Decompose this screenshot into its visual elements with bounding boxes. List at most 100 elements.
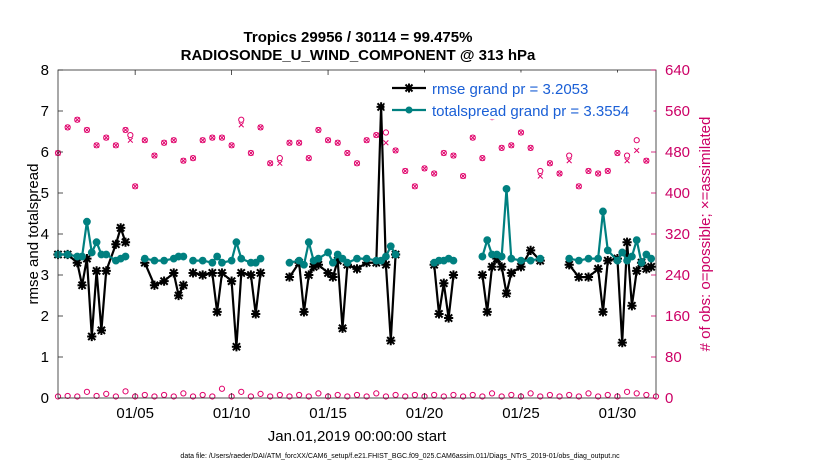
obs-possible-point [488,390,496,397]
obs-possible-point [296,391,303,399]
rmse-point [448,270,459,280]
chart-title-line2: RADIOSONDE_U_WIND_COMPONENT @ 313 hPa [181,47,536,64]
obs-possible-point [64,124,71,131]
rmse-point [72,258,82,268]
rmse-point [603,256,613,266]
rmse-point [323,268,333,278]
obs-possible-point [344,393,351,400]
rmse-point [583,272,594,282]
obs-assimilated-point [518,129,524,136]
y-right-tick-label: 0 [665,390,673,407]
y-left-tick-label: 0 [41,390,49,407]
obs-assimilated-point [469,134,476,141]
rmse-point [632,266,642,276]
obs-possible-point [286,139,293,146]
totalspread-point [198,256,207,265]
obs-assimilated-point [344,150,351,156]
obs-possible-point [305,393,312,400]
obs-possible-point [392,147,399,154]
series-obs_assimilated [55,114,650,190]
totalspread-point [78,252,87,261]
obs-assimilated-point [113,142,119,149]
obs-assimilated-point [633,147,640,154]
obs-possible-point [103,390,110,397]
obs-possible-point [93,392,100,400]
rmse-point [641,264,651,274]
rmse-point [212,307,222,317]
rmse-point [598,307,608,317]
rmse-point [492,254,502,264]
y-right-tick-label: 240 [665,267,690,284]
totalspread-point [300,260,308,269]
totalspread-point [83,217,91,226]
totalspread-point [218,258,226,267]
obs-assimilated-point [643,157,650,164]
obs-assimilated-point [479,155,486,161]
obs-possible-point [209,134,216,141]
totalspread-point [208,258,217,267]
obs-possible-point [334,139,341,146]
totalspread-point [584,254,593,263]
rmse-point [506,268,516,278]
rmse-point [120,237,131,247]
obs-assimilated-point [421,165,428,172]
rmse-point [313,260,324,270]
y-right-tick-label: 160 [665,308,690,325]
y-axis-right-label: # of obs: o=possible; ×=assimilated [697,117,714,352]
rmse-point [516,262,526,272]
totalspread-point [565,254,574,263]
obs-assimilated-point [547,160,553,167]
totalspread-point [502,185,511,193]
totalspread-point [391,250,400,259]
obs-assimilated-point [132,183,138,190]
x-tick-label: 01/10 [213,405,251,422]
obs-possible-point [411,183,418,190]
obs-assimilated-point [190,155,196,161]
totalspread-point [324,248,332,257]
obs-possible-point [209,393,216,400]
y-left-tick-label: 8 [41,62,49,79]
y-left-tick-label: 6 [41,144,49,161]
rmse-point [169,268,179,278]
obs-possible-point [112,393,119,400]
obs-assimilated-point [296,140,302,146]
obs-possible-point [373,390,380,397]
obs-possible-point [450,391,457,399]
totalspread-point [642,250,651,259]
obs-assimilated-point [441,150,447,156]
rmse-point [646,262,656,272]
rmse-point [299,307,309,317]
obs-possible-point [595,393,602,400]
obs-possible-point [189,393,197,400]
rmse-point [526,245,536,255]
series-totalspread [54,185,656,269]
obs-possible-point [614,149,621,157]
y-left-tick-label: 2 [41,308,49,325]
obs-possible-point [440,149,447,157]
rmse-point [140,258,150,268]
obs-assimilated-point [257,124,264,131]
obs-assimilated-point [103,134,109,141]
rmse-point [207,268,217,278]
legend-rmse-label: rmse grand pr = 3.2053 [432,81,588,98]
obs-possible-point [286,393,293,400]
obs-assimilated-point [64,124,71,131]
obs-assimilated-point [170,137,177,143]
y-right-tick-label: 80 [665,349,682,366]
totalspread-point [92,238,101,247]
obs-possible-point [469,391,476,399]
rmse-point [304,270,314,280]
totalspread-point [478,252,487,261]
obs-assimilated-point [373,132,380,138]
obs-possible-point [180,390,187,397]
totalspread-point [102,250,111,259]
obs-assimilated-point [412,183,418,190]
totalspread-point [189,256,197,265]
y-left-tick-label: 3 [41,267,49,284]
y-left-tick-label: 4 [41,226,49,243]
obs-possible-point [382,393,390,400]
rmse-point [111,239,121,249]
obs-possible-point [537,167,544,175]
totalspread-point [603,246,612,255]
